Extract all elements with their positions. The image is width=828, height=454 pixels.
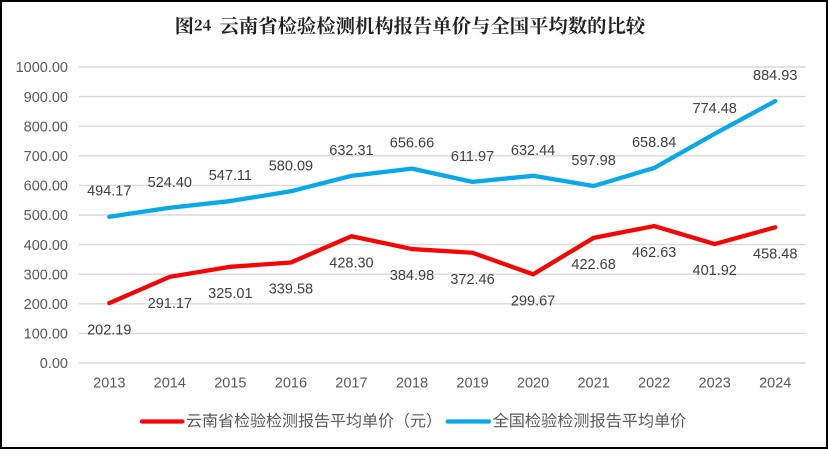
svg-text:900.00: 900.00 — [24, 90, 68, 106]
svg-text:2024: 2024 — [759, 376, 791, 392]
svg-text:458.48: 458.48 — [753, 246, 797, 262]
svg-text:2023: 2023 — [699, 376, 731, 392]
svg-text:202.19: 202.19 — [87, 322, 131, 338]
svg-text:300.00: 300.00 — [24, 267, 68, 283]
svg-text:658.84: 658.84 — [632, 135, 676, 151]
svg-text:700.00: 700.00 — [24, 149, 68, 165]
svg-text:2022: 2022 — [638, 376, 670, 392]
svg-text:2015: 2015 — [214, 376, 246, 392]
svg-text:500.00: 500.00 — [24, 208, 68, 224]
svg-text:2018: 2018 — [396, 376, 428, 392]
svg-text:291.17: 291.17 — [148, 296, 192, 312]
svg-text:428.30: 428.30 — [329, 255, 373, 271]
svg-text:611.97: 611.97 — [451, 149, 494, 165]
svg-text:100.00: 100.00 — [24, 327, 68, 343]
svg-text:580.09: 580.09 — [269, 158, 313, 174]
svg-text:656.66: 656.66 — [390, 136, 434, 152]
svg-text:2014: 2014 — [154, 376, 186, 392]
svg-text:597.98: 597.98 — [571, 153, 615, 169]
svg-text:384.98: 384.98 — [390, 268, 434, 284]
svg-text:299.67: 299.67 — [511, 293, 555, 309]
svg-text:400.00: 400.00 — [24, 238, 68, 254]
svg-text:2021: 2021 — [577, 376, 609, 392]
svg-text:632.31: 632.31 — [329, 143, 373, 159]
svg-text:200.00: 200.00 — [24, 297, 68, 313]
svg-text:494.17: 494.17 — [87, 184, 131, 200]
svg-text:372.46: 372.46 — [450, 272, 494, 288]
svg-text:1000.00: 1000.00 — [16, 60, 68, 76]
svg-text:547.11: 547.11 — [209, 168, 252, 184]
svg-text:422.68: 422.68 — [571, 257, 615, 273]
svg-text:600.00: 600.00 — [24, 179, 68, 195]
svg-text:774.48: 774.48 — [693, 101, 737, 117]
svg-text:2019: 2019 — [456, 376, 488, 392]
svg-text:2020: 2020 — [517, 376, 549, 392]
svg-text:884.93: 884.93 — [753, 68, 797, 84]
svg-text:325.01: 325.01 — [208, 286, 252, 302]
svg-text:462.63: 462.63 — [632, 245, 676, 261]
svg-text:632.44: 632.44 — [511, 143, 555, 159]
svg-text:339.58: 339.58 — [269, 282, 313, 298]
svg-text:800.00: 800.00 — [24, 119, 68, 135]
svg-text:401.92: 401.92 — [693, 263, 737, 279]
svg-text:2017: 2017 — [335, 376, 367, 392]
svg-text:2013: 2013 — [93, 376, 125, 392]
svg-text:2016: 2016 — [275, 376, 307, 392]
svg-text:0.00: 0.00 — [40, 356, 68, 372]
svg-text:524.40: 524.40 — [148, 175, 192, 191]
